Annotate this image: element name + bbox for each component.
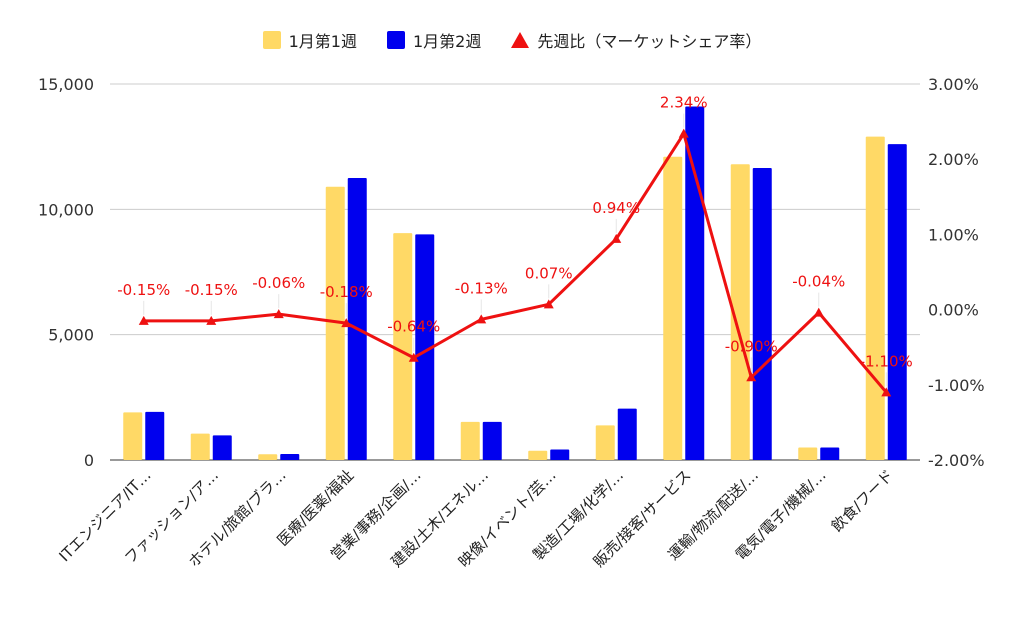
share-line <box>138 128 892 397</box>
share-point <box>543 299 554 309</box>
bar <box>212 435 232 460</box>
data-label: -0.18% <box>320 283 373 301</box>
share-point <box>138 315 149 325</box>
bar <box>325 186 345 461</box>
y-tick-label: 10,000 <box>38 200 94 219</box>
data-label: -0.90% <box>725 337 778 355</box>
legend-triangle-icon <box>511 32 530 48</box>
y2-tick-label: 0.00% <box>928 301 979 320</box>
bar <box>595 425 615 460</box>
bar <box>482 421 502 460</box>
share-point <box>206 315 217 325</box>
bar <box>865 136 885 460</box>
bar <box>663 156 683 460</box>
legend-item-week2[interactable]: 1月第2週 <box>386 28 482 52</box>
data-label: -0.13% <box>455 279 508 297</box>
share-point <box>678 128 689 138</box>
y-tick-label: 5,000 <box>48 326 94 345</box>
legend-label-week1: 1月第1週 <box>288 32 357 51</box>
legend: 1月第1週 1月第2週 先週比（マーケットシェア率） <box>0 29 1024 51</box>
share-point <box>611 233 622 243</box>
share-point <box>408 352 419 362</box>
y2-tick-label: 1.00% <box>928 225 979 244</box>
bar <box>123 412 143 460</box>
category-label: 飲食/フード <box>828 466 897 535</box>
bar <box>460 421 480 460</box>
y-tick-label: 15,000 <box>38 75 94 94</box>
bar <box>415 234 435 460</box>
y-tick-label: 0 <box>84 451 94 470</box>
data-label: -0.06% <box>252 274 305 292</box>
share-point <box>746 372 757 382</box>
bar <box>393 233 413 460</box>
share-point <box>881 387 892 397</box>
bar <box>685 106 705 460</box>
data-label: -0.15% <box>117 281 170 299</box>
bar <box>280 453 300 460</box>
share-point <box>476 314 487 324</box>
bar <box>347 178 367 460</box>
legend-swatch-week2 <box>386 31 405 49</box>
bar <box>190 433 210 460</box>
y2-tick-label: -2.00% <box>928 451 985 470</box>
bar <box>550 449 570 460</box>
bar <box>730 164 750 461</box>
share-line-path <box>143 132 888 394</box>
share-point <box>341 318 352 328</box>
bar <box>820 447 840 460</box>
share-point <box>813 307 824 317</box>
bars <box>123 106 907 461</box>
bar <box>752 167 772 460</box>
legend-item-share[interactable]: 先週比（マーケットシェア率） <box>511 28 761 52</box>
bar <box>528 450 548 460</box>
data-label: 2.34% <box>660 94 708 112</box>
data-labels: -0.15% -0.15% -0.06% -0.18% -0.64% -0.13% 0.07… <box>117 94 913 387</box>
y2-tick-label: 2.00% <box>928 150 979 169</box>
y2-tick-label: -1.00% <box>928 376 985 395</box>
data-label: -1.10% <box>860 352 913 370</box>
gridlines <box>110 83 920 461</box>
bar <box>145 411 165 460</box>
data-label: 0.94% <box>592 199 640 217</box>
legend-label-week2: 1月第2週 <box>412 32 482 51</box>
data-label: -0.15% <box>185 281 238 299</box>
category-axis: ITエンジニア/IT…ファッション/ア…ホテル/旅館/ブラ…医療/医薬/福祉営業… <box>55 466 897 571</box>
data-label: -0.04% <box>792 273 845 291</box>
legend-item-week1[interactable]: 1月第1週 <box>262 28 357 52</box>
bar <box>798 447 818 460</box>
left-axis: 0 5,000 10,000 15,000 <box>38 75 94 470</box>
right-axis: -2.00% -1.00% 0.00% 1.00% 2.00% 3.00% <box>928 75 985 470</box>
share-point <box>273 309 284 319</box>
legend-label-share: 先週比（マーケットシェア率） <box>537 32 762 51</box>
bar <box>258 454 278 460</box>
y2-tick-label: 3.00% <box>928 75 979 94</box>
bar <box>887 144 907 460</box>
data-label: -0.64% <box>387 318 440 336</box>
legend-swatch-week1 <box>262 31 281 49</box>
bar <box>617 408 637 460</box>
data-label: 0.07% <box>525 264 573 282</box>
